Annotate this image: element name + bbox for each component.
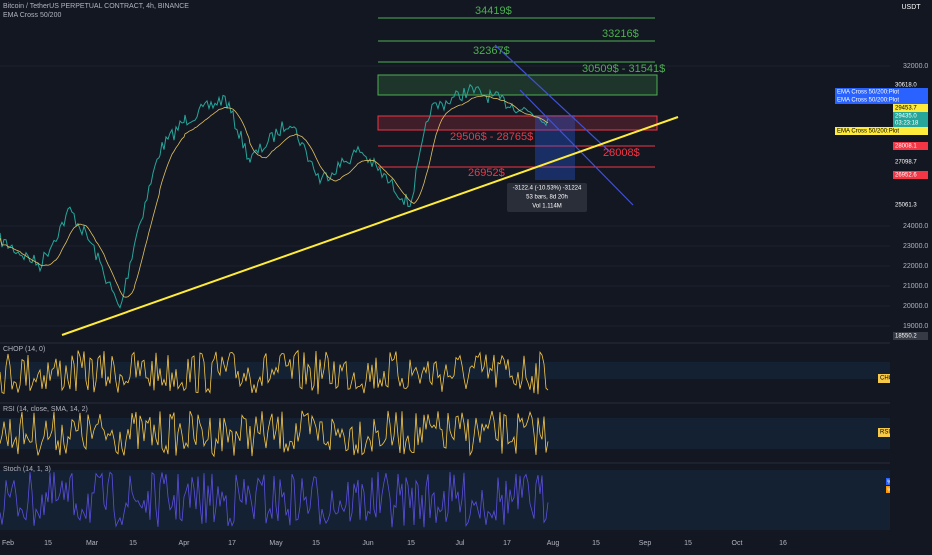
measure-label: Vol 1.114M (532, 204, 562, 210)
measure-box (507, 183, 587, 212)
time-tick: 15 (592, 540, 600, 547)
level-zone (377, 74, 658, 96)
pane-tag (878, 374, 898, 383)
pane-tag-label: CHOP (880, 376, 897, 382)
indicator-line (0, 471, 549, 528)
indicator-title: EMA Cross 50/200 (3, 12, 61, 19)
price-tag-label: 28008.1 (895, 144, 917, 150)
level-label: 30509$ - 31541$ (582, 63, 665, 75)
pane-tag-label: RSI (880, 430, 890, 436)
pane-title: CHOP (14, 0) (3, 346, 45, 353)
price-tick: 32000.0 (903, 63, 928, 70)
ema-line (0, 95, 549, 298)
price-axis: USDT 32000.0 24000.0 23000.0 22000.0 21000.0 2… (835, 0, 932, 550)
pane-band (0, 470, 890, 530)
level-label: 33216$ (602, 28, 639, 40)
level-label: 34419$ (475, 5, 512, 17)
indicator-panes: CHOP (14, 0)60.0040.00CHOPRSI (14, close… (0, 342, 932, 534)
measure-label: 53 bars, 8d 20h (526, 195, 568, 201)
level-label: 28008$ (603, 147, 640, 159)
price-tag (893, 119, 928, 127)
indicator-line (0, 410, 549, 458)
price-tick: 20000.0 (903, 303, 928, 310)
price-tag-label: 25061.3 (895, 203, 917, 209)
time-tick: Apr (179, 540, 191, 547)
trendline (61, 116, 679, 336)
time-tick: Jun (362, 540, 373, 547)
pane-tag (878, 428, 898, 437)
price-candles (0, 83, 549, 309)
level-label: 29506$ - 28765$ (450, 131, 533, 143)
time-tick: 15 (312, 540, 320, 547)
price-tag-label: EMA Cross 50/200:Plot (837, 90, 899, 96)
pane-title: Stoch (14, 1, 3) (3, 466, 51, 473)
price-tick: 21000.0 (903, 283, 928, 290)
symbol-title: Bitcoin / TetherUS PERPETUAL CONTRACT, 4… (3, 3, 189, 10)
time-tick: May (269, 540, 283, 547)
price-tag (835, 88, 928, 96)
price-tick: 22000.0 (903, 263, 928, 270)
price-tag (893, 81, 928, 89)
price-tag (893, 104, 928, 112)
price-tag-label: 29453.7 (895, 106, 917, 112)
pane-title: RSI (14, close, SMA, 14, 2) (3, 406, 88, 413)
price-tag (893, 332, 928, 340)
channel-line (519, 89, 634, 206)
grid (0, 65, 890, 327)
price-tick: 19000.0 (903, 323, 928, 330)
price-tag (893, 201, 928, 209)
time-tick: Aug (547, 540, 560, 547)
price-tick: 23000.0 (903, 243, 928, 250)
level-label: 26952$ (468, 167, 505, 179)
price-tag-label: 03:23:18 (895, 121, 919, 127)
indicator-line (0, 349, 549, 395)
price-tag-label: EMA Cross 50/200:Plot (837, 129, 899, 135)
time-tick: Feb (2, 540, 14, 547)
currency: USDT (901, 4, 921, 11)
price-tag-label: 27098.7 (895, 160, 917, 166)
channel-line (494, 44, 611, 153)
time-tick: 16 (779, 540, 787, 547)
price-tag (893, 171, 928, 179)
price-tick: 24000.0 (903, 223, 928, 230)
time-tick: 17 (228, 540, 236, 547)
price-tag-label: EMA Cross 50/200:Plot (837, 98, 899, 104)
price-tag-label: 29435.0 (895, 114, 917, 120)
time-tick: Jul (456, 540, 465, 547)
price-tag (835, 96, 928, 104)
price-tag-label: 30618.0 (895, 83, 917, 89)
time-tick: 15 (44, 540, 52, 547)
level-zone (377, 115, 658, 131)
time-tick: Oct (732, 540, 743, 547)
time-tick: Sep (639, 540, 652, 547)
level-label: 32367$ (473, 45, 510, 57)
price-tag-label: 26952.6 (895, 173, 917, 179)
price-tag-label: 18550.2 (895, 334, 917, 340)
measure-zone (535, 115, 575, 180)
price-tag (893, 112, 928, 120)
price-tag (835, 127, 928, 135)
price-tag (893, 142, 928, 150)
measure-label: -3122.4 (-10.53%) -31224 (513, 186, 582, 192)
time-tick: 15 (407, 540, 415, 547)
time-tick: Mar (86, 540, 99, 547)
time-tick: 15 (129, 540, 137, 547)
price-tag (893, 158, 928, 166)
time-tick: 15 (684, 540, 692, 547)
time-tick: 17 (503, 540, 511, 547)
